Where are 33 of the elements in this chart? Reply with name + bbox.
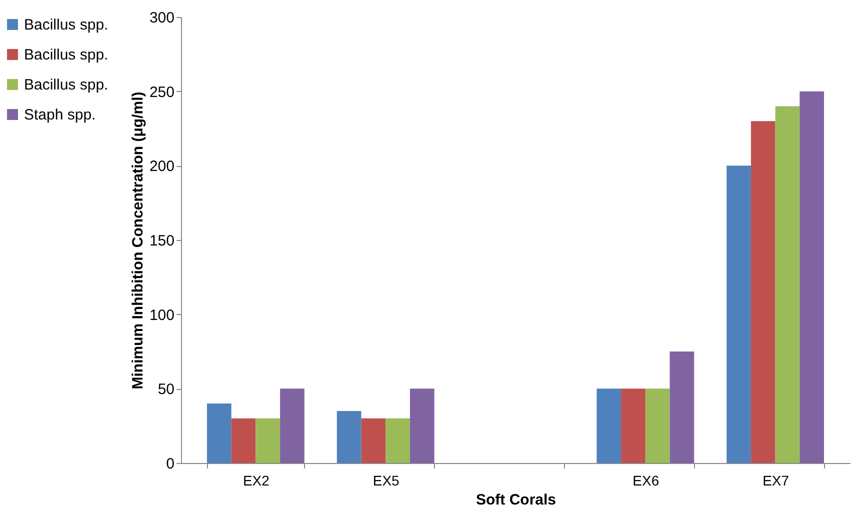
y-tick-label: 100 — [149, 306, 174, 324]
bar — [645, 388, 670, 463]
bar — [410, 388, 434, 463]
bar — [206, 404, 232, 463]
legend-label: Bacillus spp. — [24, 46, 108, 64]
y-tick-label: 150 — [149, 232, 174, 250]
x-tick-label: EX5 — [372, 472, 400, 488]
legend-label: Bacillus spp. — [24, 16, 108, 34]
y-tick-label: 300 — [149, 10, 174, 26]
bar — [621, 388, 646, 463]
bar — [361, 418, 386, 463]
bar — [386, 418, 410, 463]
bar — [670, 352, 694, 463]
bar — [596, 388, 622, 463]
x-tick-label: EX6 — [632, 472, 660, 488]
bar — [280, 388, 304, 463]
y-tick-label: 0 — [166, 456, 174, 472]
bar — [726, 166, 751, 463]
bar — [231, 418, 256, 463]
legend-label: Bacillus spp. — [24, 76, 108, 94]
y-tick-label: 200 — [149, 158, 174, 176]
bar — [750, 121, 776, 463]
legend-label: Staph spp. — [24, 106, 96, 124]
x-axis-title: Soft Corals — [476, 492, 556, 508]
x-tick-label: EX2 — [242, 472, 270, 488]
y-axis-title: Minimum Inhibition Concentration (μg/ml) — [129, 92, 146, 390]
bar — [336, 410, 362, 463]
y-tick-label: 250 — [149, 84, 174, 101]
x-tick-label: EX7 — [762, 472, 790, 488]
bar — [256, 418, 280, 463]
bar — [800, 91, 824, 463]
bar — [775, 106, 800, 463]
y-tick-label: 50 — [158, 381, 174, 398]
